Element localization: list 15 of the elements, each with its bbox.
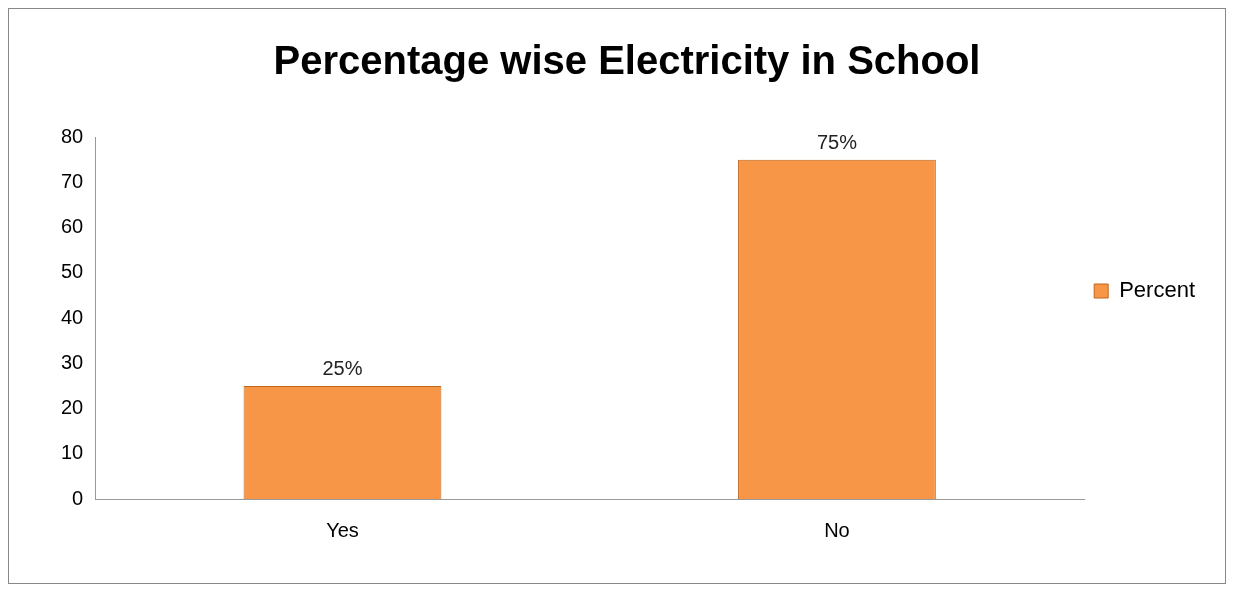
- data-label: 25%: [322, 357, 363, 380]
- y-tick-label: 70: [61, 169, 84, 192]
- y-tick-label: 80: [61, 124, 84, 147]
- legend-label: Percent: [1119, 277, 1196, 303]
- chart-title: Percentage wise Electricity in School: [273, 38, 981, 83]
- y-tick-label: 10: [61, 441, 84, 464]
- data-label: 75%: [816, 131, 858, 154]
- x-tick-label: No: [824, 518, 850, 541]
- y-tick-label: 60: [61, 215, 84, 238]
- y-tick-label: 30: [61, 350, 84, 373]
- y-tick-label: 40: [61, 305, 84, 328]
- x-tick-label: Yes: [326, 518, 359, 541]
- y-tick-label: 20: [61, 396, 84, 419]
- y-tick-label: 0: [72, 486, 84, 509]
- y-tick-label: 50: [61, 260, 84, 283]
